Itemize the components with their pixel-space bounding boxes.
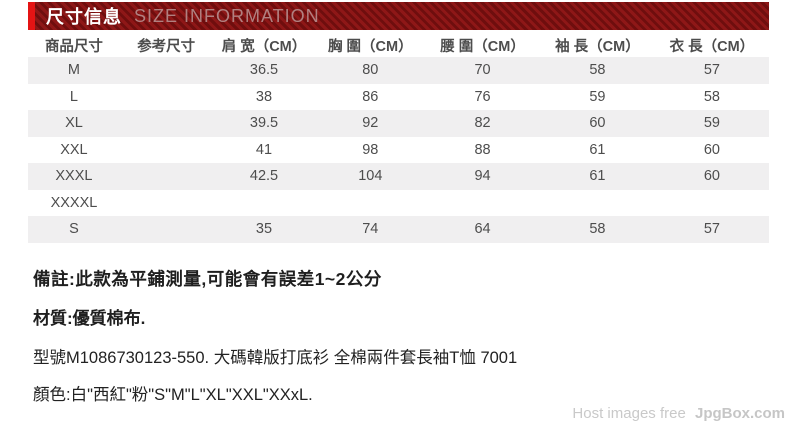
- table-row: L 38 86 76 59 58: [28, 84, 769, 111]
- product-notes: 備註:此款為平鋪測量,可能會有誤差1~2公分 材質:優質棉布. 型號M10867…: [33, 266, 753, 405]
- size-label: L: [69, 88, 78, 105]
- header-garment-length: 衣 長（CM）: [669, 38, 755, 55]
- header-reference-size: 参考尺寸: [137, 38, 196, 55]
- size-table: 商品尺寸 参考尺寸 肩 宽（CM） 胸 圍（CM） 腰 圍（CM） 袖 長（CM…: [28, 33, 769, 243]
- note-measurement: 備註:此款為平鋪測量,可能會有誤差1~2公分: [33, 269, 382, 289]
- section-title-zh: 尺寸信息: [46, 7, 122, 27]
- size-label: M: [67, 62, 80, 79]
- table-row: XXXXL: [28, 190, 769, 217]
- table-row: XL 39.5 92 82 60 59: [28, 110, 769, 137]
- header-shoulder-width: 肩 宽（CM）: [221, 38, 307, 55]
- header-sleeve-length: 袖 長（CM）: [555, 38, 640, 55]
- note-colors: 顏色:白"西紅"粉"S"M"L"XL"XXL"XXxL.: [33, 386, 313, 404]
- header-waist: 腰 圍（CM）: [440, 38, 525, 55]
- table-row: S 35 74 64 58 57: [28, 216, 769, 243]
- section-header-banner: 尺寸信息 SIZE INFORMATION: [28, 2, 769, 30]
- note-model-number: 型號M1086730123-550. 大碼韓版打底衫 全棉兩件套長袖T恤 700…: [33, 349, 518, 367]
- size-label: S: [69, 221, 79, 238]
- header-chest: 胸 圍（CM）: [328, 38, 413, 55]
- size-table-header-row: 商品尺寸 参考尺寸 肩 宽（CM） 胸 圍（CM） 腰 圍（CM） 袖 長（CM…: [28, 33, 769, 57]
- note-material: 材質:優質棉布.: [33, 309, 146, 328]
- watermark-brand: JpgBox.com: [694, 405, 785, 422]
- size-label: XXL: [60, 141, 88, 158]
- red-marker-icon: [28, 2, 35, 30]
- section-title-en: SIZE INFORMATION: [134, 5, 320, 26]
- table-row: XXL 41 98 88 61 60: [28, 137, 769, 164]
- header-product-size: 商品尺寸: [44, 38, 103, 55]
- watermark: Host images free JpgBox.com: [572, 405, 785, 422]
- table-row: M 36.5 80 70 58 57: [28, 57, 769, 84]
- watermark-text: Host images free: [572, 405, 686, 422]
- table-row: XXXL 42.5 104 94 61 60: [28, 163, 769, 190]
- size-label: XL: [65, 115, 83, 132]
- size-label: XXXL: [55, 168, 93, 185]
- size-label: XXXXL: [50, 194, 98, 211]
